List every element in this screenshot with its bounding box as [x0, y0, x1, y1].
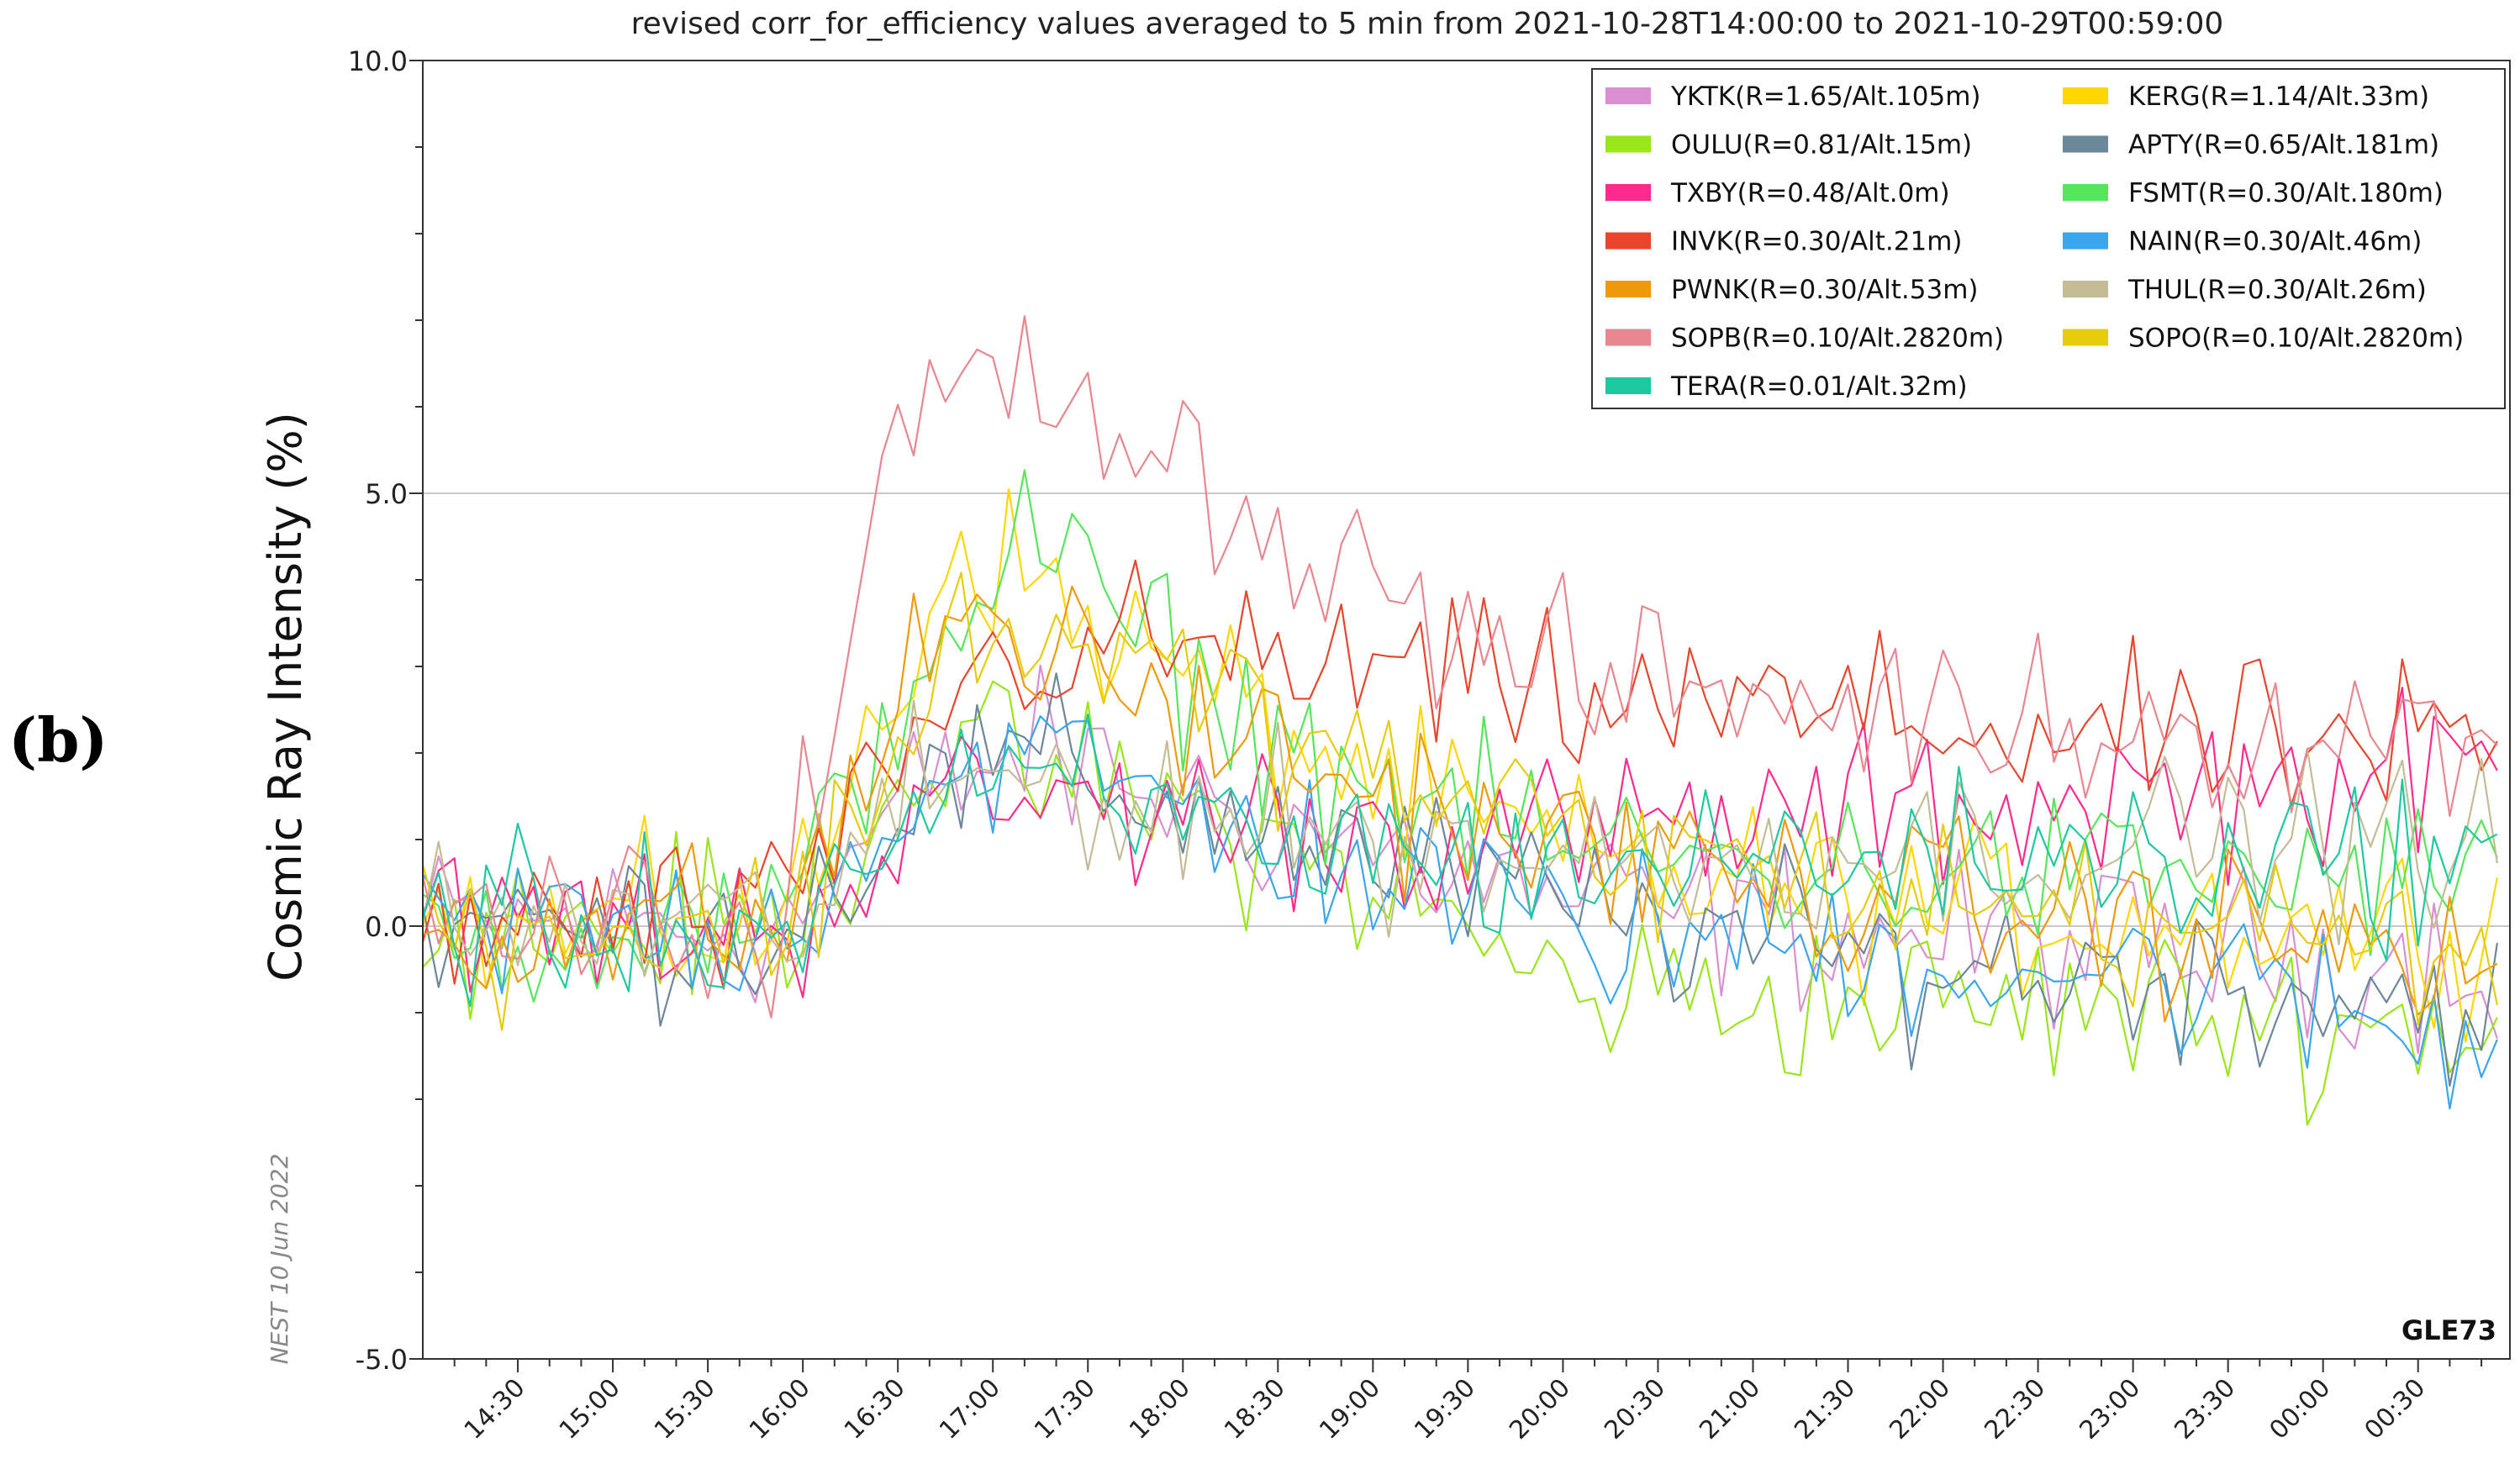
series-line-apty: [421, 672, 2498, 1087]
chart-title: revised corr_for_efficiency values avera…: [631, 7, 2224, 41]
legend-swatch: [2063, 329, 2108, 346]
x-tick-label: 00:00: [2264, 1373, 2336, 1445]
legend-swatch: [1605, 135, 1651, 153]
x-tick-label: 14:30: [459, 1373, 531, 1445]
x-tick-label: 15:30: [649, 1373, 721, 1445]
legend-swatch: [1605, 281, 1651, 297]
legend-box: [1591, 68, 2506, 409]
legend-swatch: [2063, 184, 2108, 201]
series-line-sopb: [421, 315, 2498, 1019]
legend-swatch: [1605, 329, 1651, 346]
legend-entry: APTY(R=0.65/Alt.181m): [2128, 130, 2439, 161]
legend-swatch: [1605, 377, 1651, 394]
legend-entry: THUL(R=0.30/Alt.26m): [2127, 275, 2427, 305]
x-tick-label: 17:30: [1029, 1373, 1101, 1445]
legend-entry: PWNK(R=0.30/Alt.53m): [1671, 275, 1979, 305]
x-tick-label: 15:00: [554, 1373, 626, 1445]
legend: YKTK(R=1.65/Alt.105m) KERG(R=1.14/Alt.33m…: [1591, 68, 2506, 409]
x-tick-label: 20:30: [1599, 1373, 1671, 1445]
x-tick-label: 17:00: [934, 1373, 1006, 1445]
legend-entry: OULU(R=0.81/Alt.15m): [1671, 130, 1972, 161]
x-tick-label: 20:00: [1504, 1373, 1576, 1445]
legend-swatch: [1605, 184, 1651, 201]
series-line-sopo: [421, 571, 2498, 1031]
watermark: NEST 10 Jun 2022: [266, 1154, 293, 1365]
legend-entry: YKTK(R=1.65/Alt.105m): [1670, 82, 1981, 112]
y-tick-label: 0.0: [365, 911, 408, 943]
legend-entry: FSMT(R=0.30/Alt.180m): [2128, 178, 2444, 208]
x-tick-label: 22:30: [1979, 1373, 2051, 1445]
x-tick-label: 18:00: [1124, 1373, 1196, 1445]
legend-entry: SOPB(R=0.10/Alt.2820m): [1671, 324, 2004, 354]
x-tick-label: 21:30: [1789, 1373, 1861, 1445]
x-tick-label: 23:00: [2074, 1373, 2146, 1445]
y-tick-label: -5.0: [356, 1344, 408, 1376]
legend-entry: TERA(R=0.01/Alt.32m): [1670, 371, 1968, 402]
series-line-nain: [422, 714, 2498, 1110]
series-line-kerg: [421, 487, 2498, 1043]
y-tick-label: 10.0: [348, 45, 408, 77]
x-tick-label: 19:00: [1314, 1373, 1386, 1445]
legend-entry: TXBY(R=0.48/Alt.0m): [1670, 178, 1950, 208]
plot-frame: [422, 60, 2511, 1360]
panel-label: (b): [8, 704, 108, 776]
event-label: GLE73: [2401, 1314, 2496, 1346]
legend-swatch: [2063, 232, 2108, 250]
y-axis-label: Cosmic Ray Intensity (%): [259, 412, 312, 982]
legend-swatch: [1605, 87, 1651, 104]
legend-swatch: [2063, 135, 2108, 153]
legend-entry: NAIN(R=0.30/Alt.46m): [2128, 227, 2422, 257]
legend-entry: KERG(R=1.14/Alt.33m): [2128, 82, 2429, 112]
series-line-invk: [421, 559, 2498, 990]
series-line-tera: [421, 713, 2498, 1008]
y-tick-label: 5.0: [365, 478, 408, 510]
legend-swatch: [2063, 87, 2108, 104]
x-tick-label: 19:30: [1409, 1373, 1481, 1445]
x-tick-label: 21:00: [1694, 1373, 1766, 1445]
x-tick-label: 16:00: [744, 1373, 816, 1445]
x-tick-label: 22:00: [1884, 1373, 1956, 1445]
series-line-thul: [421, 699, 2498, 977]
series-line-pwnk: [422, 585, 2498, 1023]
x-tick-label: 18:30: [1219, 1373, 1291, 1445]
legend-swatch: [2063, 281, 2108, 297]
series-line-txby: [421, 687, 2498, 998]
x-tick-label: 00:30: [2359, 1373, 2431, 1445]
x-tick-label: 23:30: [2169, 1373, 2241, 1445]
x-tick-label: 16:30: [839, 1373, 911, 1445]
legend-entry: INVK(R=0.30/Alt.21m): [1671, 227, 1963, 257]
legend-entry: SOPO(R=0.10/Alt.2820m): [2128, 324, 2464, 354]
legend-swatch: [1605, 232, 1651, 250]
